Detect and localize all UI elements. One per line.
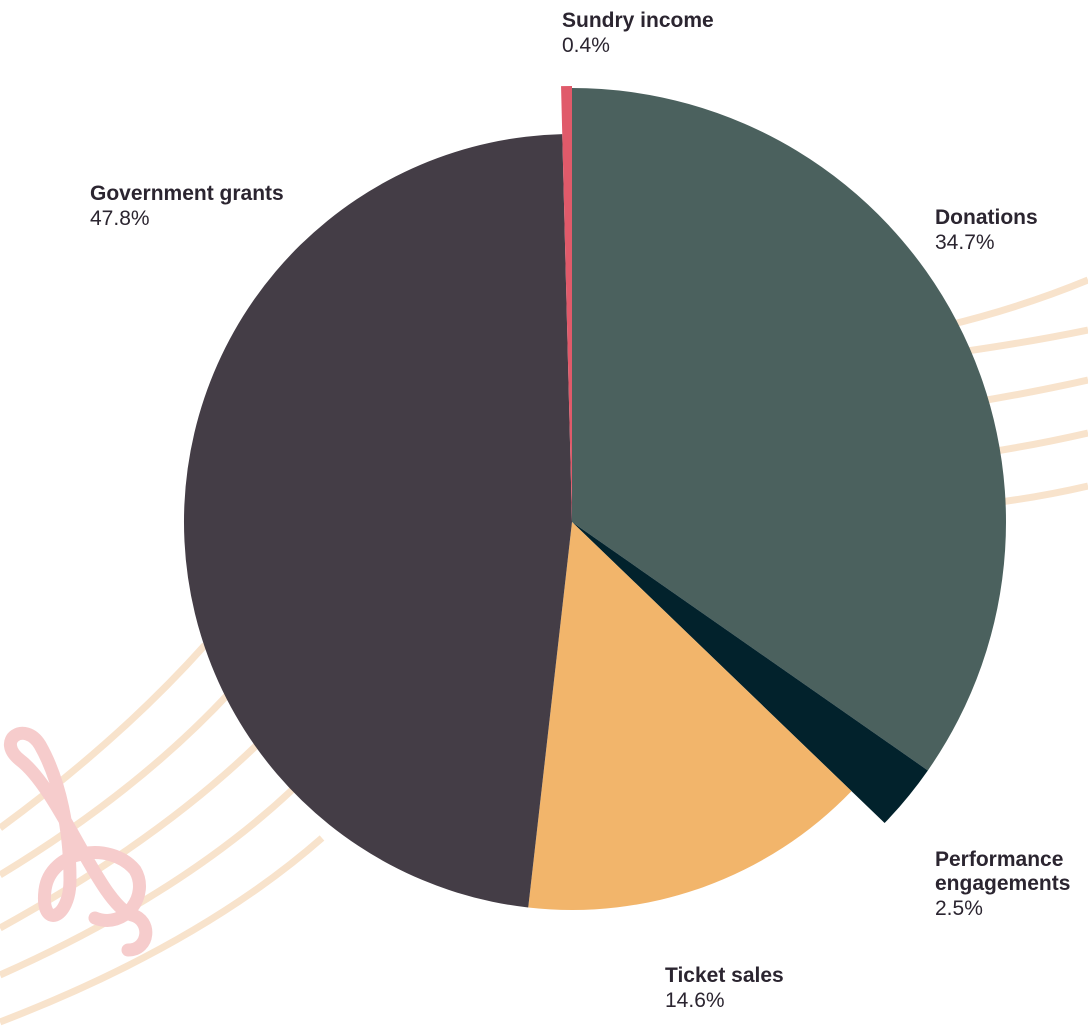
staff-line bbox=[999, 482, 1088, 506]
pie-label-performance-engagements: Performance engagements 2.5% bbox=[935, 848, 1070, 920]
pie-slice-ticket-sales bbox=[528, 522, 852, 910]
staff-line bbox=[0, 687, 235, 878]
pie-label-value: 34.7% bbox=[935, 231, 995, 254]
pie-label-name: Performance bbox=[935, 848, 1063, 871]
pie-label-ticket-sales: Ticket sales 14.6% bbox=[665, 964, 784, 1012]
pie-label-value: 0.4% bbox=[562, 34, 610, 57]
pie-label-value: 47.8% bbox=[90, 207, 150, 230]
pie-label-sundry-income: Sundry income 0.4% bbox=[562, 9, 714, 57]
pie-label-name: Sundry income bbox=[562, 9, 714, 32]
staff-line bbox=[989, 429, 1088, 456]
staff-line bbox=[0, 835, 325, 1026]
pie-label-name: Donations bbox=[935, 206, 1038, 229]
pie-slices bbox=[183, 86, 1007, 910]
staff-line bbox=[959, 326, 1088, 356]
staff-line bbox=[974, 376, 1088, 406]
pie-label-name: Ticket sales bbox=[665, 964, 784, 987]
pie-label-government-grants: Government grants 47.8% bbox=[90, 182, 284, 230]
staff-line bbox=[944, 276, 1088, 330]
pie-slice-performance-engagements bbox=[572, 522, 928, 824]
staff-line bbox=[0, 787, 295, 979]
pie-label-donations: Donations 34.7% bbox=[935, 206, 1038, 254]
treble-clef-icon bbox=[4, 726, 153, 957]
pie-label-value: 14.6% bbox=[665, 989, 725, 1012]
pie-label-value: 2.5% bbox=[935, 897, 983, 920]
pie-label-name: Government grants bbox=[90, 182, 284, 205]
pie-slice-sundry-income bbox=[561, 86, 572, 522]
music-staff-decoration bbox=[0, 276, 1088, 1026]
pie-slice-donations bbox=[572, 88, 1007, 771]
pie-label-name: engagements bbox=[935, 872, 1070, 895]
pie-slice-government-grants bbox=[183, 134, 572, 908]
pie-labels: Donations 34.7% Performance engagements 2.5%… bbox=[90, 9, 1070, 1012]
staff-line bbox=[0, 642, 208, 831]
